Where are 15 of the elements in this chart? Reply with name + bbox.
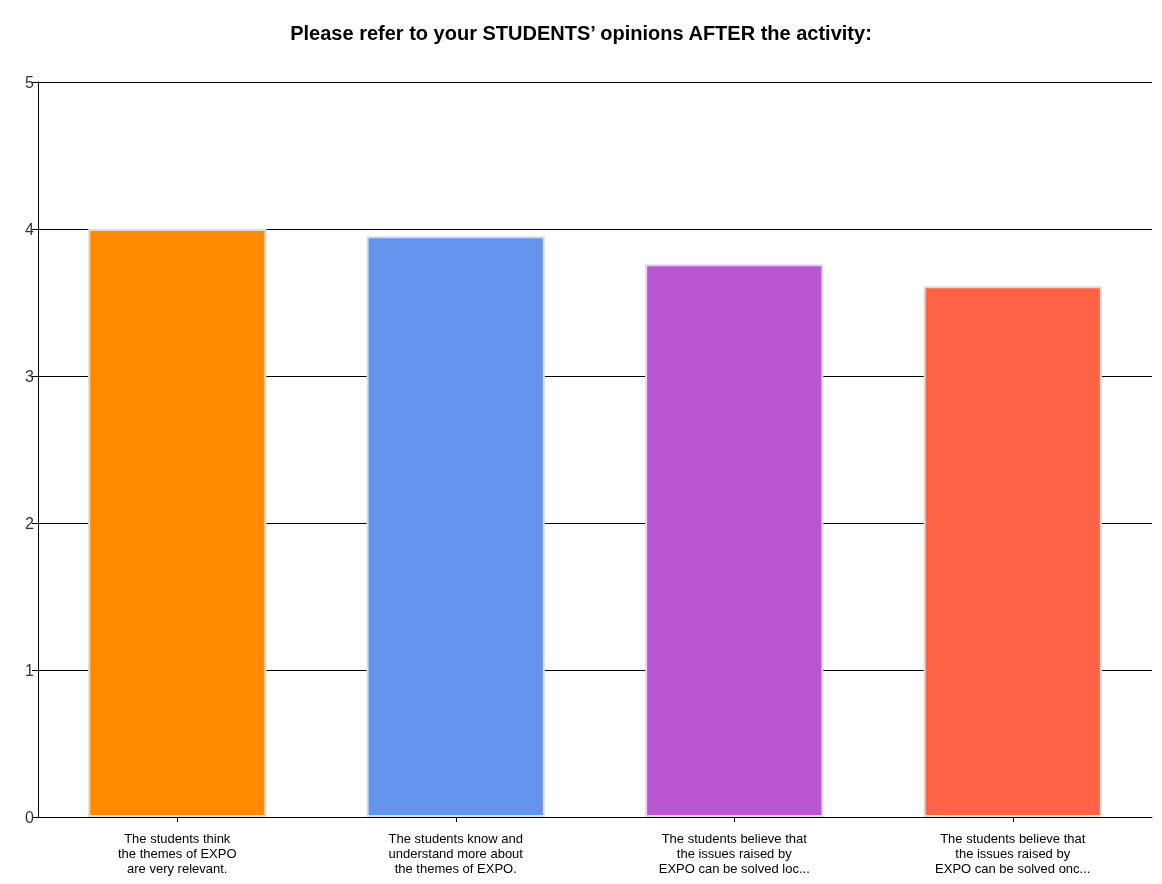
y-tick-label: 4	[25, 220, 35, 238]
bar	[645, 264, 824, 817]
y-tick-label: 1	[25, 661, 35, 679]
bar	[366, 236, 545, 817]
bar	[923, 286, 1102, 817]
bar	[88, 229, 267, 817]
y-tick-label: 5	[25, 73, 35, 91]
x-tick-label: The students think the themes of EXPO are very relevant.	[117, 831, 237, 876]
chart-title: Please refer to your STUDENTS’ opinions AFTER the activity:	[290, 22, 872, 44]
y-tick-label: 2	[25, 514, 35, 532]
y-tick-label: 3	[25, 367, 35, 385]
x-tick-label: The students believe that the issues raised by EXPO can be solved onc...	[935, 831, 1091, 876]
y-tick-label: 0	[25, 808, 35, 826]
x-tick-label: The students believe that the issues raised by EXPO can be solved loc...	[658, 831, 810, 876]
x-tick-label: The students know and understand more about the themes of EXPO.	[388, 831, 524, 876]
